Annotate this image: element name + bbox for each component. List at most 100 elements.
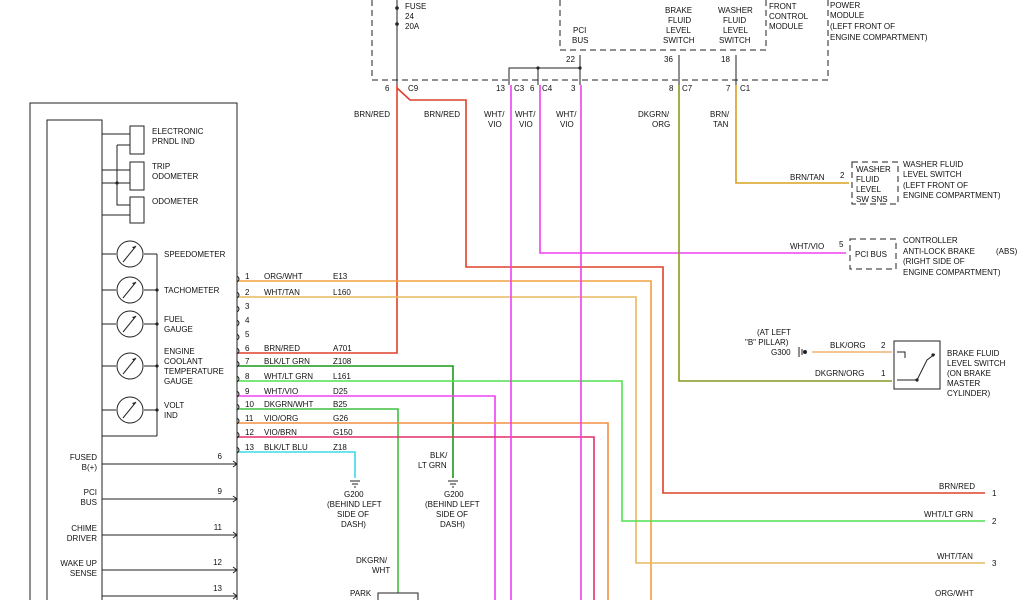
svg-text:CONTROLLER: CONTROLLER: [903, 236, 958, 245]
svg-text:ORG: ORG: [652, 120, 670, 129]
svg-text:LEVEL: LEVEL: [856, 185, 881, 194]
row-pin: 3: [245, 302, 250, 311]
brn-tan-wire: [735, 85, 849, 184]
svg-text:WHT/LT GRN: WHT/LT GRN: [924, 510, 973, 519]
row-pin: 12: [245, 428, 254, 437]
svg-text:C9: C9: [408, 84, 419, 93]
row-wire-color: ORG/WHT: [264, 272, 303, 281]
svg-text:WASHER: WASHER: [718, 6, 753, 15]
input-label: SENSE: [70, 569, 97, 578]
svg-text:DKGRN/: DKGRN/: [356, 556, 388, 565]
row-circuit: E13: [333, 272, 348, 281]
input-pin: 6: [218, 452, 223, 461]
svg-text:6: 6: [530, 84, 535, 93]
row-wire-color: DKGRN/WHT: [264, 400, 313, 409]
display-icon: [129, 161, 145, 191]
svg-text:G200: G200: [344, 490, 364, 499]
svg-text:3: 3: [571, 84, 576, 93]
svg-text:LEVEL SWITCH: LEVEL SWITCH: [903, 170, 962, 179]
wht-vio-wire-row9: [237, 395, 496, 600]
svg-text:PCI BUS: PCI BUS: [855, 250, 887, 259]
svg-text:(BEHIND LEFT: (BEHIND LEFT: [425, 500, 480, 509]
abs-controller: WHT/VIO 5 PCI BUS CONTROLLER ANTI-LOCK BR…: [790, 236, 1018, 277]
org-wht-wire: [237, 280, 652, 600]
svg-text:SWITCH: SWITCH: [663, 36, 695, 45]
row-circuit: L161: [333, 372, 351, 381]
row-wire-color: WHT/VIO: [264, 387, 298, 396]
svg-text:POWER: POWER: [830, 1, 860, 10]
row-wire-color: VIO/BRN: [264, 428, 297, 437]
svg-text:G200: G200: [444, 490, 464, 499]
dkgrn-wht-wire: [237, 408, 399, 593]
row-circuit: G150: [333, 428, 353, 437]
input-label: B(+): [82, 463, 98, 472]
svg-text:2: 2: [881, 341, 886, 350]
top-wire-labels: BRN/RED BRN/RED WHT/VIO WHT/VIO WHT/VIO …: [354, 110, 730, 129]
connector-row: 4: [236, 316, 250, 327]
connector-row: 6 BRN/RED A701: [236, 344, 352, 355]
row-wire-color: WHT/LT GRN: [264, 372, 313, 381]
ground-g200-left: G200 (BEHIND LEFT SIDE OF DASH): [327, 480, 382, 529]
svg-text:(ABS): (ABS): [996, 247, 1018, 256]
svg-text:ANTI-LOCK BRAKE: ANTI-LOCK BRAKE: [903, 247, 975, 256]
input-pin: 9: [218, 487, 223, 496]
row-pin: 2: [245, 288, 250, 297]
input-pin: 11: [214, 523, 223, 532]
svg-text:22: 22: [566, 55, 575, 64]
svg-text:DKGRN/ORG: DKGRN/ORG: [815, 369, 864, 378]
ground-g200-right: BLK/ LT GRN G200 (BEHIND LEFT SIDE OF DA…: [418, 451, 480, 529]
pci-bus-label: BUS: [572, 36, 588, 45]
svg-text:ODOMETER: ODOMETER: [152, 172, 198, 181]
svg-text:FLUID: FLUID: [723, 16, 746, 25]
svg-text:DASH): DASH): [341, 520, 366, 529]
input-pin: 13: [213, 584, 222, 593]
svg-text:WHT/TAN: WHT/TAN: [937, 552, 973, 561]
svg-text:FRONT: FRONT: [769, 2, 797, 11]
svg-text:(LEFT FRONT OF: (LEFT FRONT OF: [830, 22, 895, 31]
row-circuit: A701: [333, 344, 352, 353]
power-module-outline: [371, 0, 829, 81]
gauge-label: COOLANT: [164, 357, 203, 366]
input-label: BUS: [81, 498, 97, 507]
svg-text:ENGINE COMPARTMENT): ENGINE COMPARTMENT): [903, 191, 1001, 200]
connector-row: 11 VIO/ORG G26: [236, 414, 349, 425]
svg-text:VIO: VIO: [560, 120, 574, 129]
svg-text:VIO: VIO: [519, 120, 533, 129]
svg-text:(BEHIND LEFT: (BEHIND LEFT: [327, 500, 382, 509]
svg-text:WHT/: WHT/: [556, 110, 577, 119]
svg-text:ELECTRONIC: ELECTRONIC: [152, 127, 204, 136]
row-wire-color: BRN/RED: [264, 344, 300, 353]
fuse-rating: 20A: [405, 22, 420, 31]
row-pin: 11: [245, 414, 254, 423]
park-switch: DKGRN/ WHT PARK: [350, 556, 419, 600]
gauge-label: TACHOMETER: [164, 286, 220, 295]
svg-text:13: 13: [496, 84, 505, 93]
svg-text:ENGINE COMPARTMENT): ENGINE COMPARTMENT): [830, 33, 928, 42]
gauge-label: GAUGE: [164, 377, 193, 386]
svg-text:MODULE: MODULE: [769, 22, 803, 31]
pci-bus-label: PCI: [573, 26, 586, 35]
svg-text:CYLINDER): CYLINDER): [947, 389, 990, 398]
svg-text:SIDE OF: SIDE OF: [436, 510, 468, 519]
connector-row: 8 WHT/LT GRN L161: [236, 372, 351, 383]
row-circuit: Z18: [333, 443, 347, 452]
connector-row: 10 DKGRN/WHT B25: [236, 400, 348, 411]
gauge-label: SPEEDOMETER: [164, 250, 226, 259]
gauge-icon: SPEEDOMETER: [102, 240, 226, 268]
svg-text:C1: C1: [740, 84, 751, 93]
row-circuit: Z108: [333, 357, 352, 366]
svg-text:WHT/: WHT/: [484, 110, 505, 119]
svg-text:BRN/RED: BRN/RED: [424, 110, 460, 119]
svg-text:FLUID: FLUID: [668, 16, 691, 25]
svg-text:BRAKE: BRAKE: [665, 6, 692, 15]
